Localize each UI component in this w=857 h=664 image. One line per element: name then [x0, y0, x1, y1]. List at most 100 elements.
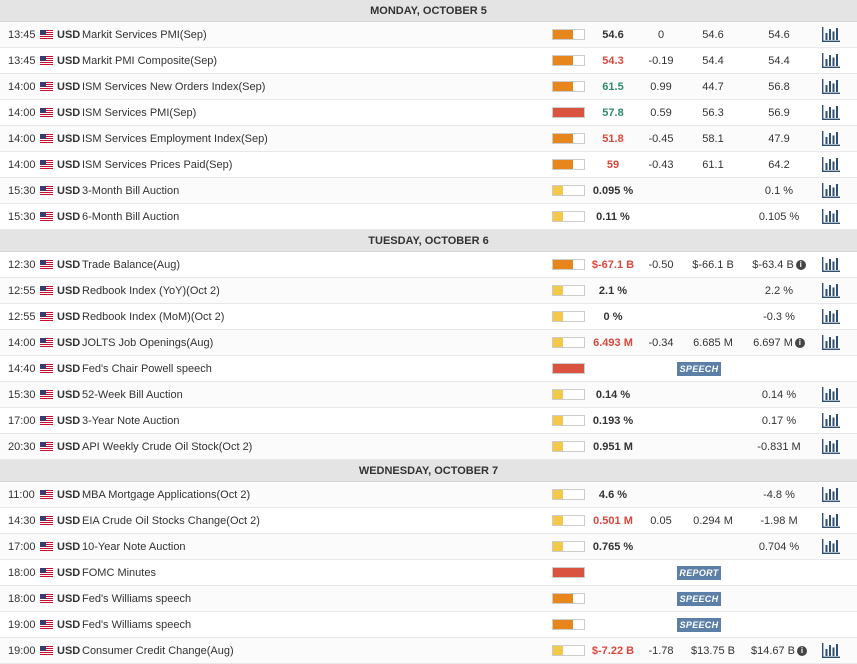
bar-chart-icon[interactable]	[822, 539, 842, 555]
importance-meter	[552, 311, 585, 322]
event-row[interactable]: 12:55 USD Redbook Index (MoM)(Oct 2) 0 % -0.…	[0, 304, 857, 330]
event-name[interactable]: FOMC Minutes	[82, 567, 156, 579]
event-name[interactable]: Redbook Index (MoM)(Oct 2)	[82, 311, 225, 323]
event-row[interactable]: 14:00 USD ISM Services Employment Index(Se…	[0, 126, 857, 152]
consensus-value	[684, 304, 742, 330]
bar-chart-icon[interactable]	[822, 53, 842, 69]
bar-chart-icon[interactable]	[822, 309, 842, 325]
event-row[interactable]: 14:00 USD JOLTS Job Openings(Aug) 6.493 M -0…	[0, 330, 857, 356]
bar-chart-icon[interactable]	[822, 131, 842, 147]
event-name[interactable]: ISM Services Prices Paid(Sep)	[82, 159, 233, 171]
event-name[interactable]: Markit PMI Composite(Sep)	[82, 55, 218, 67]
event-name[interactable]: Consumer Credit Change(Aug)	[82, 645, 234, 657]
us-flag-icon	[40, 646, 53, 655]
previous-cell: 64.2	[744, 152, 814, 178]
bar-chart-icon[interactable]	[822, 413, 842, 429]
event-currency: USD	[57, 159, 81, 171]
bar-chart-icon[interactable]	[822, 183, 842, 199]
bar-chart-icon[interactable]	[822, 335, 842, 351]
bar-chart-icon[interactable]	[822, 513, 842, 529]
importance-meter	[552, 107, 585, 118]
event-name[interactable]: Fed's Chair Powell speech	[82, 363, 212, 375]
importance-meter	[552, 389, 585, 400]
event-row[interactable]: 14:30 USD EIA Crude Oil Stocks Change(Oct …	[0, 508, 857, 534]
event-name[interactable]: 3-Month Bill Auction	[82, 185, 180, 197]
event-row[interactable]: 15:30 USD 3-Month Bill Auction 0.095 % 0.1 %	[0, 178, 857, 204]
importance-fill	[553, 186, 564, 195]
previous-cell: 54.6	[744, 22, 814, 48]
previous-cell: 56.9	[744, 100, 814, 126]
bar-chart-icon[interactable]	[822, 105, 842, 121]
bar-chart-icon[interactable]	[822, 157, 842, 173]
event-row[interactable]: 13:45 USD Markit PMI Composite(Sep) 54.3 -0.…	[0, 48, 857, 74]
bar-chart-icon[interactable]	[822, 79, 842, 95]
deviation-value: 0.59	[650, 107, 672, 119]
event-row[interactable]: 19:00 USD Fed's Williams speech SPEECH	[0, 612, 857, 638]
us-flag-icon	[40, 186, 53, 195]
bar-chart-icon[interactable]	[822, 209, 842, 225]
event-row[interactable]: 14:00 USD ISM Services New Orders Index(Se…	[0, 74, 857, 100]
previous-value: 56.9	[768, 107, 790, 119]
event-row[interactable]: 18:00 USD FOMC Minutes REPORT	[0, 560, 857, 586]
event-row[interactable]: 12:30 USD Trade Balance(Aug) $-67.1 B -0.50 $…	[0, 252, 857, 278]
bar-chart-icon[interactable]	[822, 439, 842, 455]
event-name[interactable]: Markit Services PMI(Sep)	[82, 29, 207, 41]
event-row[interactable]: 20:30 USD API Weekly Crude Oil Stock(Oct 2…	[0, 434, 857, 460]
event-name[interactable]: JOLTS Job Openings(Aug)	[82, 337, 214, 349]
previous-value: 47.9	[768, 133, 790, 145]
event-row[interactable]: 19:00 USD Consumer Credit Change(Aug) $-7.2…	[0, 638, 857, 664]
event-name[interactable]: EIA Crude Oil Stocks Change(Oct 2)	[82, 515, 260, 527]
bar-chart-icon[interactable]	[822, 257, 842, 273]
event-time: 14:00	[8, 107, 36, 119]
event-type-tag[interactable]: SPEECH	[677, 592, 721, 606]
event-name[interactable]: 3-Year Note Auction	[82, 415, 180, 427]
event-name[interactable]: ISM Services PMI(Sep)	[82, 107, 197, 119]
deviation-value	[641, 534, 681, 560]
event-name[interactable]: 6-Month Bill Auction	[82, 211, 180, 223]
event-row[interactable]: 14:00 USD ISM Services Prices Paid(Sep) 59 -…	[0, 152, 857, 178]
event-row[interactable]: 17:00 USD 10-Year Note Auction 0.765 % 0.704…	[0, 534, 857, 560]
event-time: 13:45	[8, 55, 36, 67]
event-time: 14:00	[8, 337, 36, 349]
day-header: WEDNESDAY, OCTOBER 7	[0, 460, 857, 482]
importance-meter	[552, 211, 585, 222]
importance-meter	[552, 619, 585, 630]
event-time: 15:30	[8, 185, 36, 197]
event-row[interactable]: 12:55 USD Redbook Index (YoY)(Oct 2) 2.1 % 2…	[0, 278, 857, 304]
event-type-tag[interactable]: SPEECH	[677, 618, 721, 632]
event-row[interactable]: 18:00 USD Fed's Williams speech SPEECH	[0, 586, 857, 612]
us-flag-icon	[40, 30, 53, 39]
importance-fill	[553, 134, 574, 143]
previous-value: 0.17 %	[761, 415, 797, 427]
event-name[interactable]: Fed's Williams speech	[82, 619, 192, 631]
event-name[interactable]: 52-Week Bill Auction	[82, 389, 183, 401]
bar-chart-icon[interactable]	[822, 27, 842, 43]
event-name[interactable]: ISM Services New Orders Index(Sep)	[82, 81, 266, 93]
event-row[interactable]: 15:30 USD 52-Week Bill Auction 0.14 % 0.14 %	[0, 382, 857, 408]
info-icon[interactable]: i	[795, 260, 806, 271]
event-name[interactable]: 10-Year Note Auction	[82, 541, 186, 553]
event-row[interactable]: 11:00 USD MBA Mortgage Applications(Oct 2)…	[0, 482, 857, 508]
event-row[interactable]: 14:00 USD ISM Services PMI(Sep) 57.8 0.59 56.…	[0, 100, 857, 126]
consensus-value	[684, 434, 742, 460]
event-name[interactable]: API Weekly Crude Oil Stock(Oct 2)	[82, 441, 253, 453]
event-name[interactable]: Trade Balance(Aug)	[82, 259, 181, 271]
bar-chart-icon[interactable]	[822, 487, 842, 503]
event-name[interactable]: Fed's Williams speech	[82, 593, 192, 605]
bar-chart-icon[interactable]	[822, 387, 842, 403]
event-time: 20:30	[8, 441, 36, 453]
importance-meter	[552, 515, 585, 526]
event-name[interactable]: ISM Services Employment Index(Sep)	[82, 133, 268, 145]
info-icon[interactable]: i	[794, 338, 805, 349]
bar-chart-icon[interactable]	[822, 283, 842, 299]
info-icon[interactable]: i	[797, 646, 808, 657]
event-type-tag[interactable]: SPEECH	[677, 362, 721, 376]
event-row[interactable]: 17:00 USD 3-Year Note Auction 0.193 % 0.17 %	[0, 408, 857, 434]
event-row[interactable]: 14:40 USD Fed's Chair Powell speech SPEECH	[0, 356, 857, 382]
event-name[interactable]: MBA Mortgage Applications(Oct 2)	[82, 489, 251, 501]
event-row[interactable]: 15:30 USD 6-Month Bill Auction 0.11 % 0.105 …	[0, 204, 857, 230]
event-row[interactable]: 13:45 USD Markit Services PMI(Sep) 54.6 0 54.…	[0, 22, 857, 48]
event-name[interactable]: Redbook Index (YoY)(Oct 2)	[82, 285, 220, 297]
event-type-tag[interactable]: REPORT	[677, 566, 721, 580]
